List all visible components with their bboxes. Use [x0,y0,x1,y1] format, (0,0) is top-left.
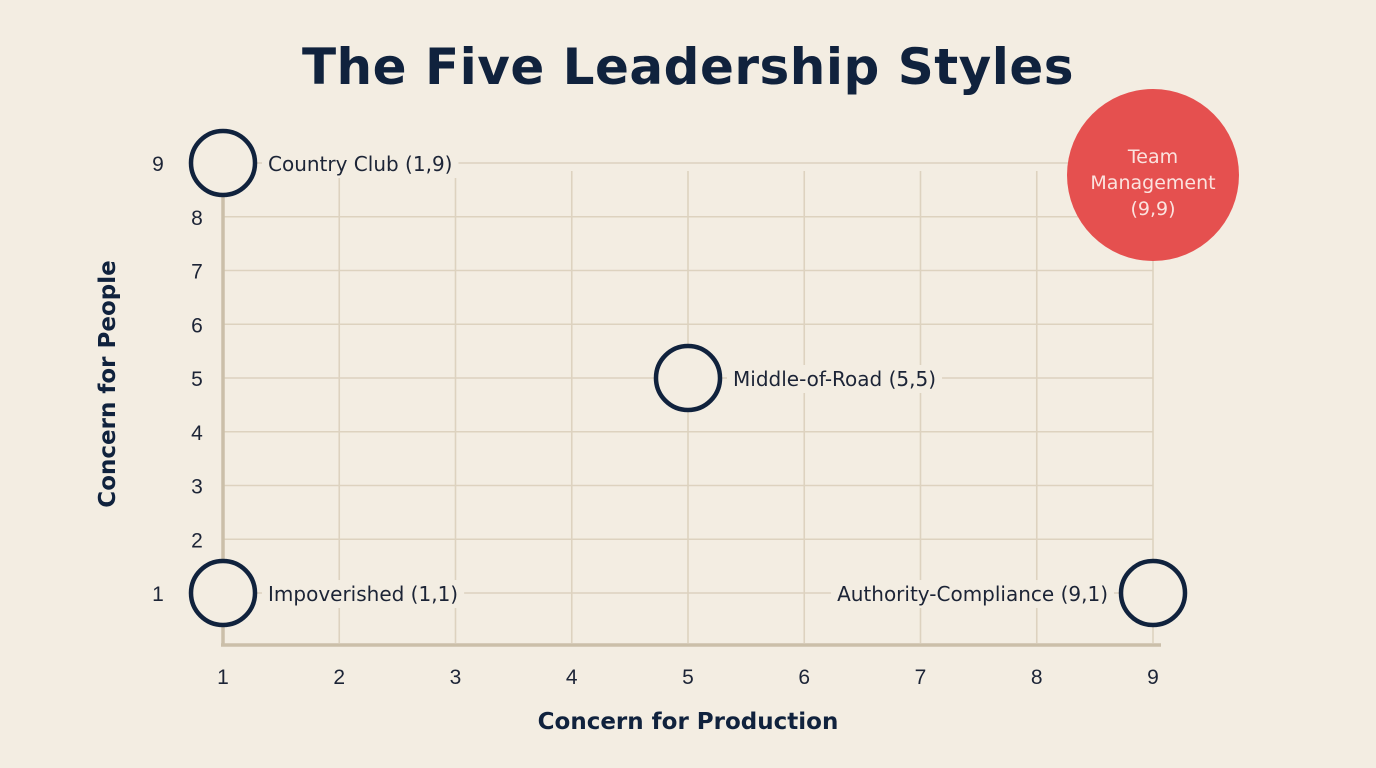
x-tick-label-7: 7 [915,666,927,689]
point-marker-team-management [1067,89,1239,261]
y-tick-label-7: 7 [191,261,203,284]
point-label-3: Authority-Compliance (9,1) [837,582,1108,606]
y-tick-label-9: 9 [152,153,164,176]
x-tick-label-8: 8 [1031,666,1043,689]
y-tick-label-3: 3 [191,476,203,499]
data-points: Country Club (1,9) Impoverished (1,1) Midd… [188,89,1239,628]
point-label-bg-1 [262,580,465,608]
point-label-bg-3 [831,580,1114,608]
y-tick-label-8: 8 [191,207,203,230]
x-tick-label-9: 9 [1147,666,1159,689]
point-label-line-1: Management [1090,172,1215,194]
point-label-bg-2 [727,365,943,393]
point-label-2: Middle-of-Road (5,5) [733,367,936,391]
point-label-1: Impoverished (1,1) [268,582,458,606]
y-tick-label-4: 4 [191,422,203,445]
y-tick-label-6: 6 [191,314,203,337]
x-tick-label-3: 3 [450,666,462,689]
x-axis-label: Concern for Production [538,709,839,735]
y-tick-label-1: 1 [152,583,164,606]
y-tick-label-5: 5 [191,368,203,391]
point-marker-1 [188,558,258,628]
point-marker-0 [188,128,258,198]
x-tick-label-1: 1 [217,666,229,689]
x-tick-label-6: 6 [798,666,810,689]
x-tick-label-2: 2 [333,666,345,689]
x-tick-label-4: 4 [566,666,578,689]
axes [221,183,1161,647]
y-axis-label: Concern for People [95,260,121,507]
y-tick-label-2: 2 [191,529,203,552]
point-label-bg-0 [262,150,459,178]
x-tick-label-5: 5 [682,666,694,689]
point-label-line-0: Team [1127,146,1178,168]
tick-labels: 1 2 3 4 5 6 7 8 9 1 2 3 4 5 6 7 8 9 [152,153,1159,689]
point-label-0: Country Club (1,9) [268,152,452,176]
chart-title: The Five Leadership Styles [301,38,1075,96]
point-label-line-2: (9,9) [1130,198,1175,220]
point-marker-2 [653,343,723,413]
point-marker-3 [1118,558,1188,628]
